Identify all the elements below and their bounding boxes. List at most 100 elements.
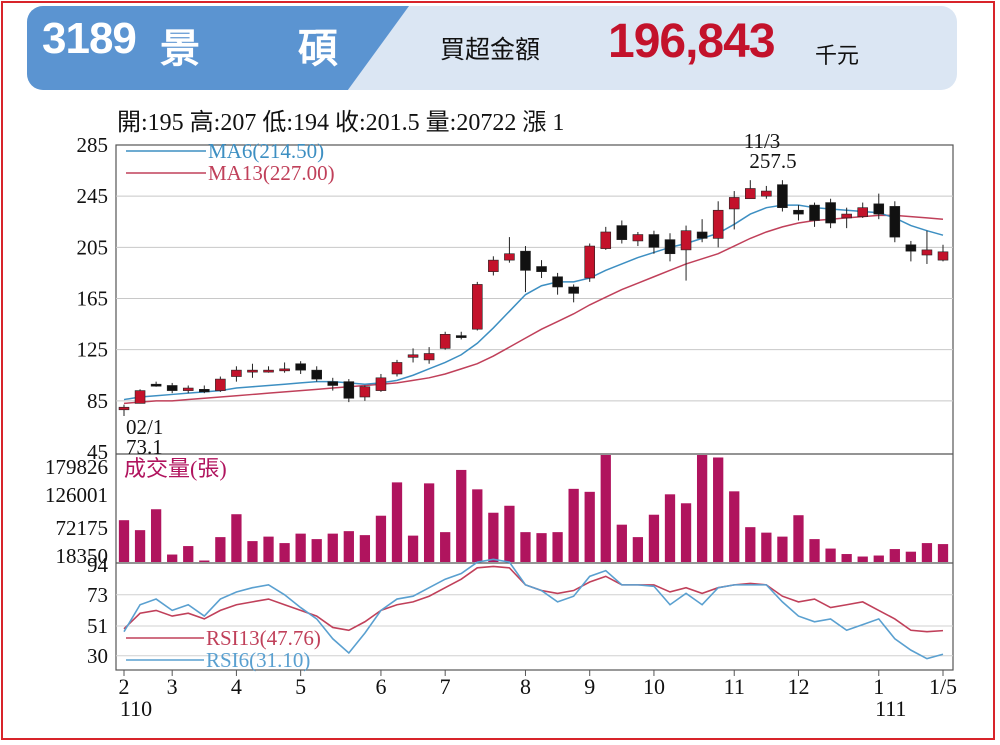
rsi6-line: [123, 558, 944, 660]
volume-bar: [809, 539, 820, 562]
candle-body: [359, 386, 371, 398]
candle-body: [231, 369, 242, 377]
candle-body: [215, 378, 226, 391]
volume-bar: [327, 533, 338, 562]
candle-body: [873, 203, 885, 215]
candle-body: [439, 334, 451, 349]
candle-body: [166, 385, 178, 391]
x-tick-label: 3: [167, 674, 178, 699]
x-tick-label: 1/5: [929, 674, 957, 699]
candle-body: [455, 335, 467, 338]
volume-bar: [279, 543, 290, 562]
candle-body: [134, 390, 146, 404]
volume-title: 成交量(張): [124, 456, 227, 481]
volume-bar: [648, 514, 660, 562]
candle-body: [632, 234, 644, 242]
candle-body: [857, 207, 868, 217]
volume-bar: [568, 488, 579, 562]
volume-bar: [247, 541, 258, 562]
candle-body: [761, 190, 772, 197]
volume-bar: [150, 509, 162, 562]
volume-bar: [729, 491, 740, 562]
volume-bar: [311, 539, 322, 562]
candle-body: [793, 209, 804, 215]
candle-body: [664, 239, 676, 255]
rsi13-line: [123, 565, 944, 633]
volume-bar: [664, 494, 676, 562]
year-label: 111: [875, 696, 906, 721]
volume-bar: [488, 512, 499, 562]
candle-body: [391, 362, 403, 375]
x-tick-label: 4: [231, 674, 242, 699]
volume-bar: [696, 455, 708, 562]
ma13-line: [123, 214, 944, 405]
candle-body: [375, 377, 387, 391]
candle-body: [263, 369, 274, 373]
candle-body: [568, 286, 579, 294]
volume-bar: [793, 515, 804, 562]
x-tick-label: 5: [295, 674, 306, 699]
volume-bar: [584, 491, 595, 562]
header-stock-tab: [27, 6, 409, 90]
candle-body: [472, 284, 483, 330]
volume-bar: [134, 530, 146, 562]
volume-bar: [825, 548, 836, 562]
volume-bar: [536, 533, 547, 562]
candle-body: [937, 251, 949, 261]
high-date-annotation: 11/3: [744, 129, 781, 153]
volume-bar: [295, 533, 306, 562]
candle-body: [648, 234, 660, 248]
candle-body: [150, 383, 162, 387]
candle-body: [728, 197, 740, 210]
candle-body: [616, 225, 628, 240]
candle-body: [552, 276, 563, 288]
candle-body: [247, 369, 258, 373]
volume-bar: [873, 555, 884, 562]
stock-name-first-char: 景: [160, 26, 200, 72]
price-y-tick-label: 125: [77, 338, 109, 362]
rsi-y-tick-label: 51: [87, 614, 108, 638]
volume-bar: [263, 536, 274, 562]
volume-bar: [761, 532, 772, 562]
candle-body: [825, 202, 836, 224]
candle-body: [295, 363, 306, 371]
price-y-tick-label: 245: [77, 184, 109, 208]
volume-bar: [504, 505, 515, 562]
stock-code: 3189: [42, 14, 137, 63]
candle-body: [407, 354, 419, 358]
x-tick-label: 7: [440, 674, 451, 699]
x-tick-label: 8: [520, 674, 531, 699]
volume-bar: [407, 535, 419, 562]
rsi-y-tick-label: 94: [87, 553, 109, 577]
volume-bar: [841, 554, 852, 562]
volume-bar: [713, 457, 724, 562]
volume-bar: [423, 483, 435, 562]
candle-body: [311, 369, 322, 380]
volume-bar: [520, 532, 531, 562]
plot-frame: [115, 144, 954, 671]
volume-bar: [375, 515, 387, 562]
volume-bar: [857, 556, 868, 562]
candle-body: [199, 389, 210, 393]
ma6-line: [123, 204, 944, 401]
volume-bar: [905, 551, 917, 562]
volume-bar: [118, 520, 130, 562]
candle-body: [520, 250, 531, 271]
volume-bar: [199, 560, 210, 562]
volume-bar: [745, 527, 756, 562]
volume-bar: [600, 455, 611, 562]
candle-body: [777, 184, 788, 208]
candle-body: [327, 381, 339, 386]
volume-y-tick-label: 72175: [56, 516, 109, 540]
net-buy-label: 買超金額: [440, 35, 541, 64]
volume-bar: [359, 535, 371, 562]
volume-bar: [231, 514, 242, 562]
volume-bar: [616, 524, 627, 562]
candle-body: [536, 266, 547, 272]
x-tick-label: 10: [643, 674, 665, 699]
price-y-tick-label: 165: [77, 287, 109, 311]
price-y-tick-label: 285: [77, 133, 109, 157]
x-tick-label: 6: [375, 674, 386, 699]
volume-bar: [456, 469, 467, 562]
